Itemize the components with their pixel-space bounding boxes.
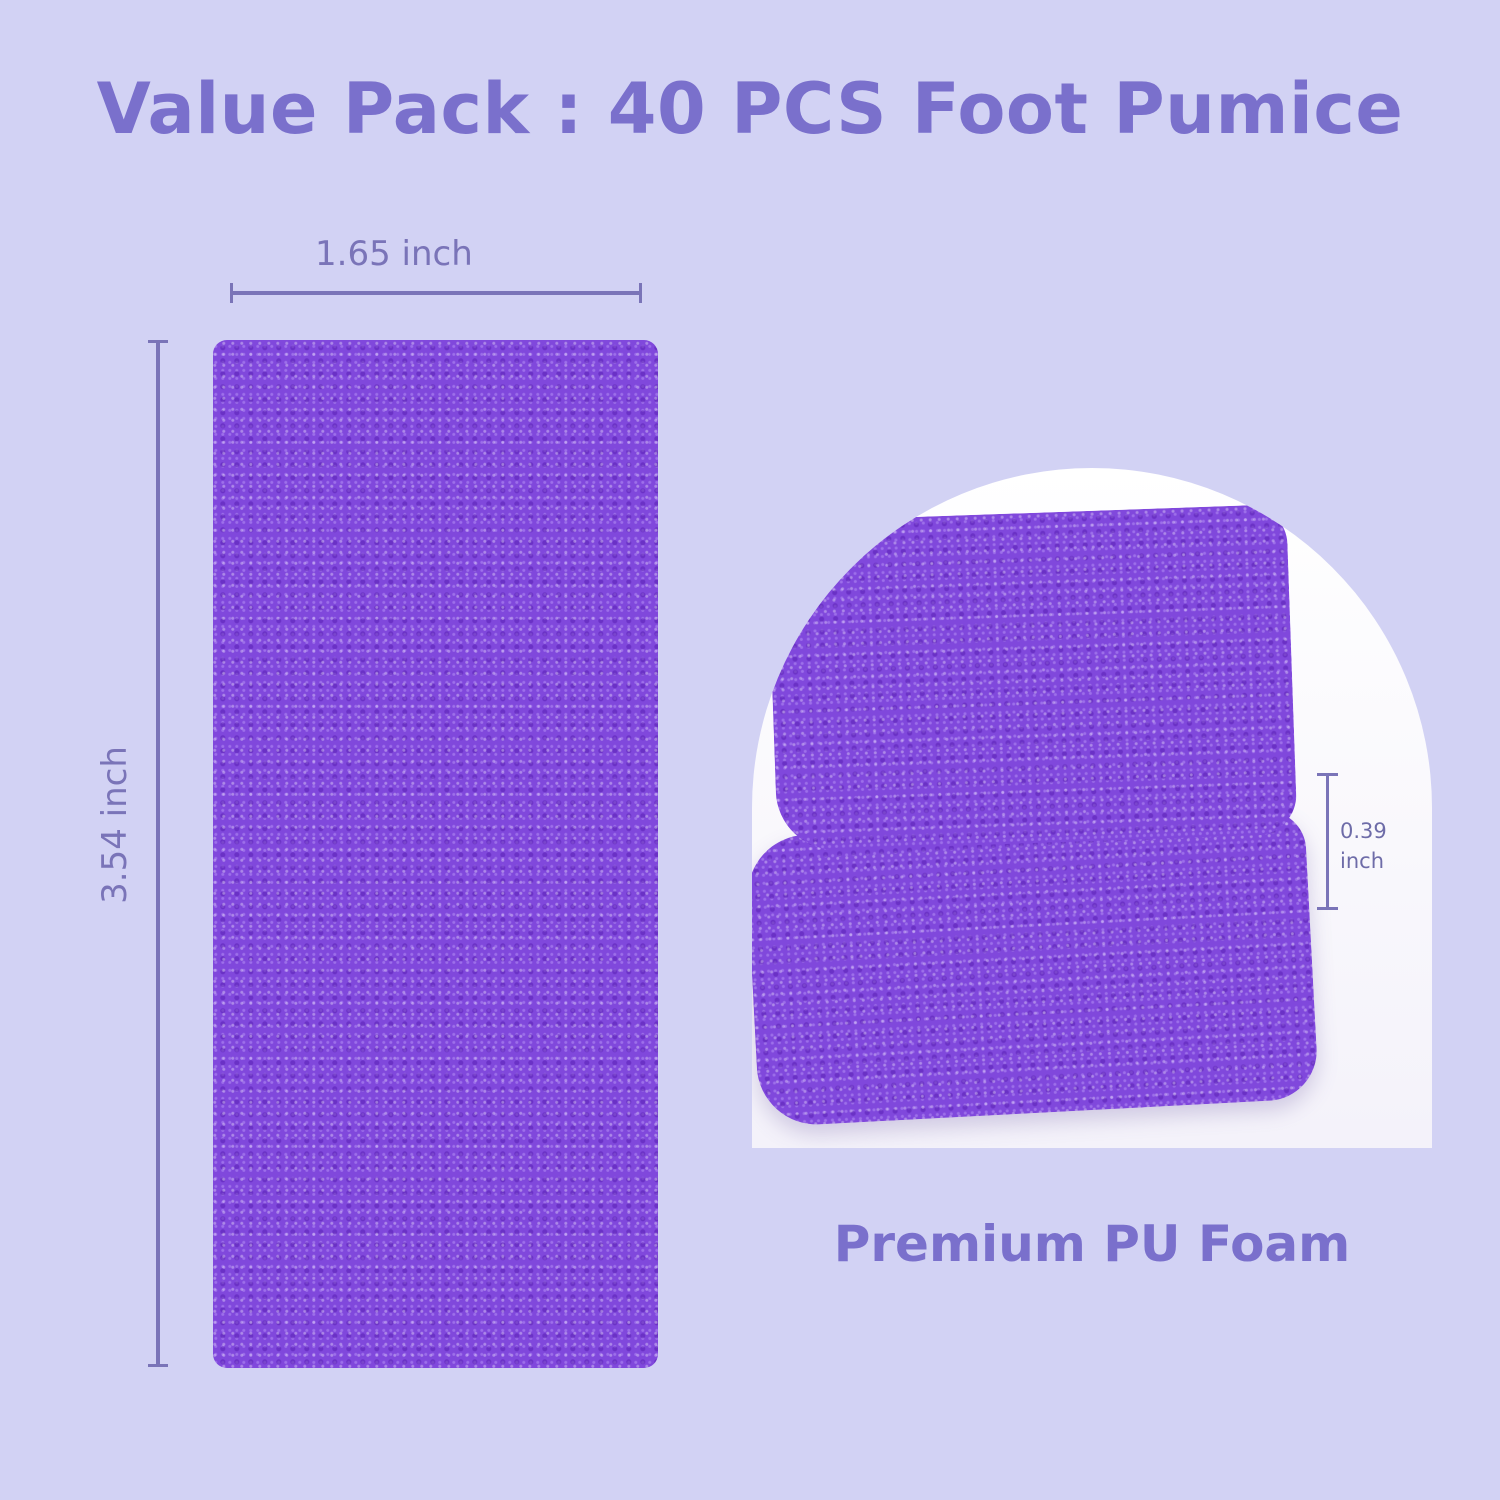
height-dimension-line — [148, 340, 168, 1367]
page-title: Value Pack : 40 PCS Foot Pumice — [96, 68, 1404, 150]
pumice-top-view-image — [213, 340, 658, 1368]
pumice-block-bottom-image — [752, 808, 1320, 1128]
pumice-block-top-image — [766, 504, 1298, 852]
thickness-dimension-line — [1317, 773, 1338, 910]
pumice-side-view-panel: 0.39 inch — [752, 468, 1432, 1148]
height-label: 3.54 inch — [95, 746, 135, 904]
thickness-label: 0.39 inch — [1340, 816, 1387, 876]
material-caption: Premium PU Foam — [833, 1215, 1351, 1273]
width-label: 1.65 inch — [315, 234, 473, 274]
width-dimension-line — [230, 283, 642, 303]
thickness-unit: inch — [1340, 849, 1384, 873]
thickness-value: 0.39 — [1340, 819, 1387, 843]
